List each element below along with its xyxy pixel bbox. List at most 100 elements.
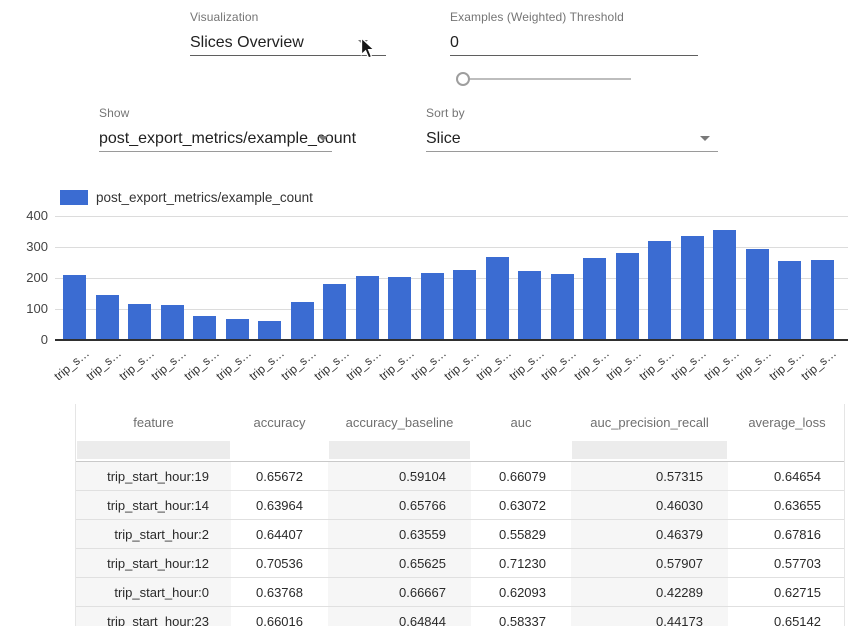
column-header[interactable]: average_loss: [728, 404, 845, 440]
filter-input[interactable]: [77, 441, 230, 459]
column-header[interactable]: accuracy_baseline: [328, 404, 471, 440]
gridline: [55, 216, 848, 217]
metrics-table: featureaccuracyaccuracy_baselineaucauc_p…: [76, 404, 845, 626]
sort-value: Slice: [426, 130, 461, 148]
bar[interactable]: [226, 319, 249, 339]
table-row: trip_start_hour:00.637680.666670.620930.…: [76, 578, 845, 607]
bar[interactable]: [746, 249, 769, 339]
bar[interactable]: [323, 284, 346, 339]
filter-cell: [231, 440, 328, 462]
metric-cell: 0.42289: [571, 578, 728, 607]
y-tick-label: 100: [8, 301, 48, 316]
metric-cell: 0.64407: [231, 520, 328, 549]
threshold-slider[interactable]: [456, 68, 641, 90]
column-header[interactable]: accuracy: [231, 404, 328, 440]
feature-cell: trip_start_hour:23: [76, 607, 231, 626]
metrics-table-container: featureaccuracyaccuracy_baselineaucauc_p…: [75, 404, 845, 626]
filter-input[interactable]: [329, 441, 470, 459]
sort-select[interactable]: Slice: [426, 126, 718, 152]
visualization-select[interactable]: Slices Overview: [190, 30, 386, 56]
bar[interactable]: [713, 230, 736, 339]
metric-cell: 0.46030: [571, 491, 728, 520]
y-tick-label: 0: [8, 332, 48, 347]
chevron-down-icon: [700, 136, 710, 141]
bar[interactable]: [811, 260, 834, 339]
bar[interactable]: [421, 273, 444, 339]
filter-input[interactable]: [572, 441, 727, 459]
metric-cell: 0.64844: [328, 607, 471, 626]
bar[interactable]: [616, 253, 639, 339]
filter-cell: [728, 440, 845, 462]
sort-label: Sort by: [426, 106, 718, 120]
metric-cell: 0.65142: [728, 607, 845, 626]
metric-cell: 0.62715: [728, 578, 845, 607]
bar[interactable]: [96, 295, 119, 339]
visualization-value: Slices Overview: [190, 34, 304, 52]
metric-cell: 0.63768: [231, 578, 328, 607]
bar[interactable]: [583, 258, 606, 339]
metric-cell: 0.65672: [231, 462, 328, 491]
bar[interactable]: [551, 274, 574, 339]
filter-cell: [76, 440, 231, 462]
metric-cell: 0.46379: [571, 520, 728, 549]
bar[interactable]: [453, 270, 476, 339]
metric-cell: 0.66016: [231, 607, 328, 626]
show-field: Show post_export_metrics/example_count: [99, 106, 332, 152]
visualization-label: Visualization: [190, 10, 386, 24]
table-row: trip_start_hour:140.639640.657660.630720…: [76, 491, 845, 520]
metric-cell: 0.66667: [328, 578, 471, 607]
show-label: Show: [99, 106, 332, 120]
feature-cell: trip_start_hour:0: [76, 578, 231, 607]
feature-cell: trip_start_hour:2: [76, 520, 231, 549]
metric-cell: 0.63964: [231, 491, 328, 520]
metric-cell: 0.65625: [328, 549, 471, 578]
metric-cell: 0.58337: [471, 607, 571, 626]
metric-cell: 0.65766: [328, 491, 471, 520]
bar[interactable]: [258, 321, 281, 339]
filter-cell: [471, 440, 571, 462]
metric-cell: 0.57315: [571, 462, 728, 491]
bar[interactable]: [518, 271, 541, 339]
metric-cell: 0.63072: [471, 491, 571, 520]
bar[interactable]: [291, 302, 314, 339]
bar[interactable]: [486, 257, 509, 339]
slider-track[interactable]: [463, 78, 631, 80]
filter-row: [76, 440, 845, 462]
column-header[interactable]: feature: [76, 404, 231, 440]
bar[interactable]: [193, 316, 216, 339]
metric-cell: 0.71230: [471, 549, 571, 578]
metric-cell: 0.66079: [471, 462, 571, 491]
sort-field: Sort by Slice: [426, 106, 718, 152]
bar[interactable]: [648, 241, 671, 339]
bar[interactable]: [388, 277, 411, 339]
threshold-input[interactable]: 0: [450, 30, 698, 56]
slices-bar-chart: post_export_metrics/example_count 0 100 20…: [0, 185, 863, 397]
bar[interactable]: [63, 275, 86, 339]
metric-cell: 0.57703: [728, 549, 845, 578]
table-row: trip_start_hour:20.644070.635590.558290.…: [76, 520, 845, 549]
metric-cell: 0.55829: [471, 520, 571, 549]
metric-cell: 0.62093: [471, 578, 571, 607]
column-header[interactable]: auc: [471, 404, 571, 440]
metric-cell: 0.63559: [328, 520, 471, 549]
column-header[interactable]: auc_precision_recall: [571, 404, 728, 440]
metric-cell: 0.44173: [571, 607, 728, 626]
filter-cell: [571, 440, 728, 462]
metric-cell: 0.70536: [231, 549, 328, 578]
feature-cell: trip_start_hour:14: [76, 491, 231, 520]
bar[interactable]: [681, 236, 704, 339]
y-tick-label: 200: [8, 270, 48, 285]
legend-swatch-icon: [60, 190, 88, 205]
show-select[interactable]: post_export_metrics/example_count: [99, 126, 332, 152]
bar[interactable]: [356, 276, 379, 339]
table-row: trip_start_hour:120.705360.656250.712300…: [76, 549, 845, 578]
slider-handle-icon[interactable]: [456, 72, 470, 86]
bar[interactable]: [128, 304, 151, 339]
feature-cell: trip_start_hour:19: [76, 462, 231, 491]
legend-label: post_export_metrics/example_count: [96, 190, 313, 205]
bar[interactable]: [161, 305, 184, 339]
metric-cell: 0.59104: [328, 462, 471, 491]
bar[interactable]: [778, 261, 801, 339]
metric-cell: 0.67816: [728, 520, 845, 549]
y-tick-label: 300: [8, 239, 48, 254]
